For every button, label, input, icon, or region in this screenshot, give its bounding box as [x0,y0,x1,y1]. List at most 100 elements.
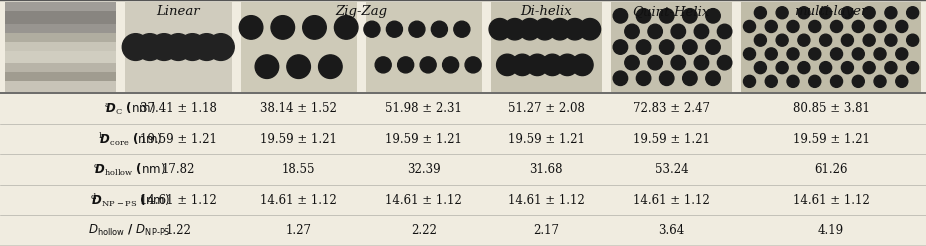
Ellipse shape [239,16,263,39]
Ellipse shape [659,71,674,85]
Ellipse shape [863,62,875,74]
Ellipse shape [863,34,875,46]
Text: 80.85 ± 3.81: 80.85 ± 3.81 [793,102,870,115]
Ellipse shape [694,55,708,70]
Bar [5,42,116,51]
Ellipse shape [787,48,799,60]
Ellipse shape [527,54,548,76]
Ellipse shape [557,54,578,76]
Ellipse shape [907,34,919,46]
Bar [5,24,116,33]
Ellipse shape [409,21,425,37]
Text: 37.41 ± 1.18: 37.41 ± 1.18 [140,102,217,115]
Ellipse shape [852,75,864,87]
Ellipse shape [744,75,756,87]
Ellipse shape [895,48,907,60]
Ellipse shape [755,7,767,19]
Ellipse shape [744,20,756,32]
Ellipse shape [787,20,799,32]
Ellipse shape [706,40,720,54]
Ellipse shape [907,7,919,19]
Ellipse shape [549,18,570,40]
Bar [491,2,602,92]
Bar [5,63,116,72]
Ellipse shape [885,34,897,46]
Ellipse shape [682,9,697,23]
Ellipse shape [511,54,533,76]
Ellipse shape [852,48,864,60]
Ellipse shape [755,62,767,74]
Text: 32.39: 32.39 [407,163,441,176]
Text: $\mathregular{^{a}\!\!}$$\boldsymbol{D}$$\mathregular{_{C}}$$\boldsymbol{\mathrm: $\mathregular{^{a}\!\!}$$\boldsymbol{D}$… [104,101,156,117]
Ellipse shape [613,40,628,54]
Text: 1.27: 1.27 [285,224,312,237]
Ellipse shape [874,75,886,87]
Ellipse shape [420,57,436,73]
Ellipse shape [496,54,518,76]
Ellipse shape [820,7,832,19]
Ellipse shape [659,9,674,23]
Text: multi-layer: multi-layer [795,5,868,18]
Bar [5,51,116,63]
Ellipse shape [776,7,788,19]
Ellipse shape [863,7,875,19]
Ellipse shape [454,21,469,37]
Ellipse shape [271,16,294,39]
Text: 31.68: 31.68 [530,163,563,176]
Text: $\mathregular{^{b}\!\!}$$\boldsymbol{D}$$\mathregular{_{core}}$$\boldsymbol{\mat: $\mathregular{^{b}\!\!}$$\boldsymbol{D}$… [97,130,162,148]
Text: 14.61 ± 1.12: 14.61 ± 1.12 [793,194,870,207]
Ellipse shape [874,20,886,32]
Ellipse shape [885,62,897,74]
Ellipse shape [625,24,639,39]
Text: 4.19: 4.19 [818,224,845,237]
Text: 19.59 ± 1.21: 19.59 ± 1.21 [140,133,217,146]
Text: 38.14 ± 1.52: 38.14 ± 1.52 [260,102,337,115]
Text: Linear: Linear [156,5,200,18]
Ellipse shape [648,24,662,39]
Ellipse shape [364,21,380,37]
Text: $\boldsymbol{D_{\mathrm{hollow}}\ /\ D_{\mathrm{NP\text{-}PS}}}$: $\boldsymbol{D_{\mathrm{hollow}}\ /\ D_{… [88,223,171,238]
Ellipse shape [907,62,919,74]
Ellipse shape [852,20,864,32]
Text: $\mathregular{^{d}\!\!}$$\boldsymbol{D}$$\mathregular{_{NP-PS}}$$\boldsymbol{\ma: $\mathregular{^{d}\!\!}$$\boldsymbol{D}$… [90,191,169,209]
Bar [5,2,116,11]
Ellipse shape [122,34,149,61]
Ellipse shape [165,34,192,61]
Ellipse shape [808,48,820,60]
Ellipse shape [256,55,279,78]
Ellipse shape [571,54,593,76]
Ellipse shape [648,55,662,70]
Ellipse shape [682,40,697,54]
Text: 19.59 ± 1.21: 19.59 ± 1.21 [793,133,870,146]
Ellipse shape [432,21,447,37]
Ellipse shape [334,16,358,39]
Ellipse shape [179,34,206,61]
Bar [241,2,357,92]
Bar [5,11,116,24]
Ellipse shape [671,55,685,70]
Bar [0,0,926,93]
Bar [5,72,116,81]
Ellipse shape [820,34,832,46]
Ellipse shape [798,62,810,74]
Ellipse shape [808,75,820,87]
Ellipse shape [287,55,310,78]
Ellipse shape [397,57,414,73]
Ellipse shape [564,18,585,40]
Ellipse shape [636,71,651,85]
Text: 53.24: 53.24 [655,163,688,176]
Ellipse shape [798,7,810,19]
Ellipse shape [787,75,799,87]
Ellipse shape [895,20,907,32]
Ellipse shape [765,75,777,87]
Text: 3.64: 3.64 [658,224,684,237]
Bar [5,33,116,42]
Text: Di-helix: Di-helix [520,5,572,18]
Ellipse shape [613,9,628,23]
Ellipse shape [895,75,907,87]
Ellipse shape [831,48,843,60]
Ellipse shape [465,57,482,73]
Ellipse shape [625,55,639,70]
Text: 14.61 ± 1.12: 14.61 ± 1.12 [140,194,217,207]
Ellipse shape [489,18,510,40]
